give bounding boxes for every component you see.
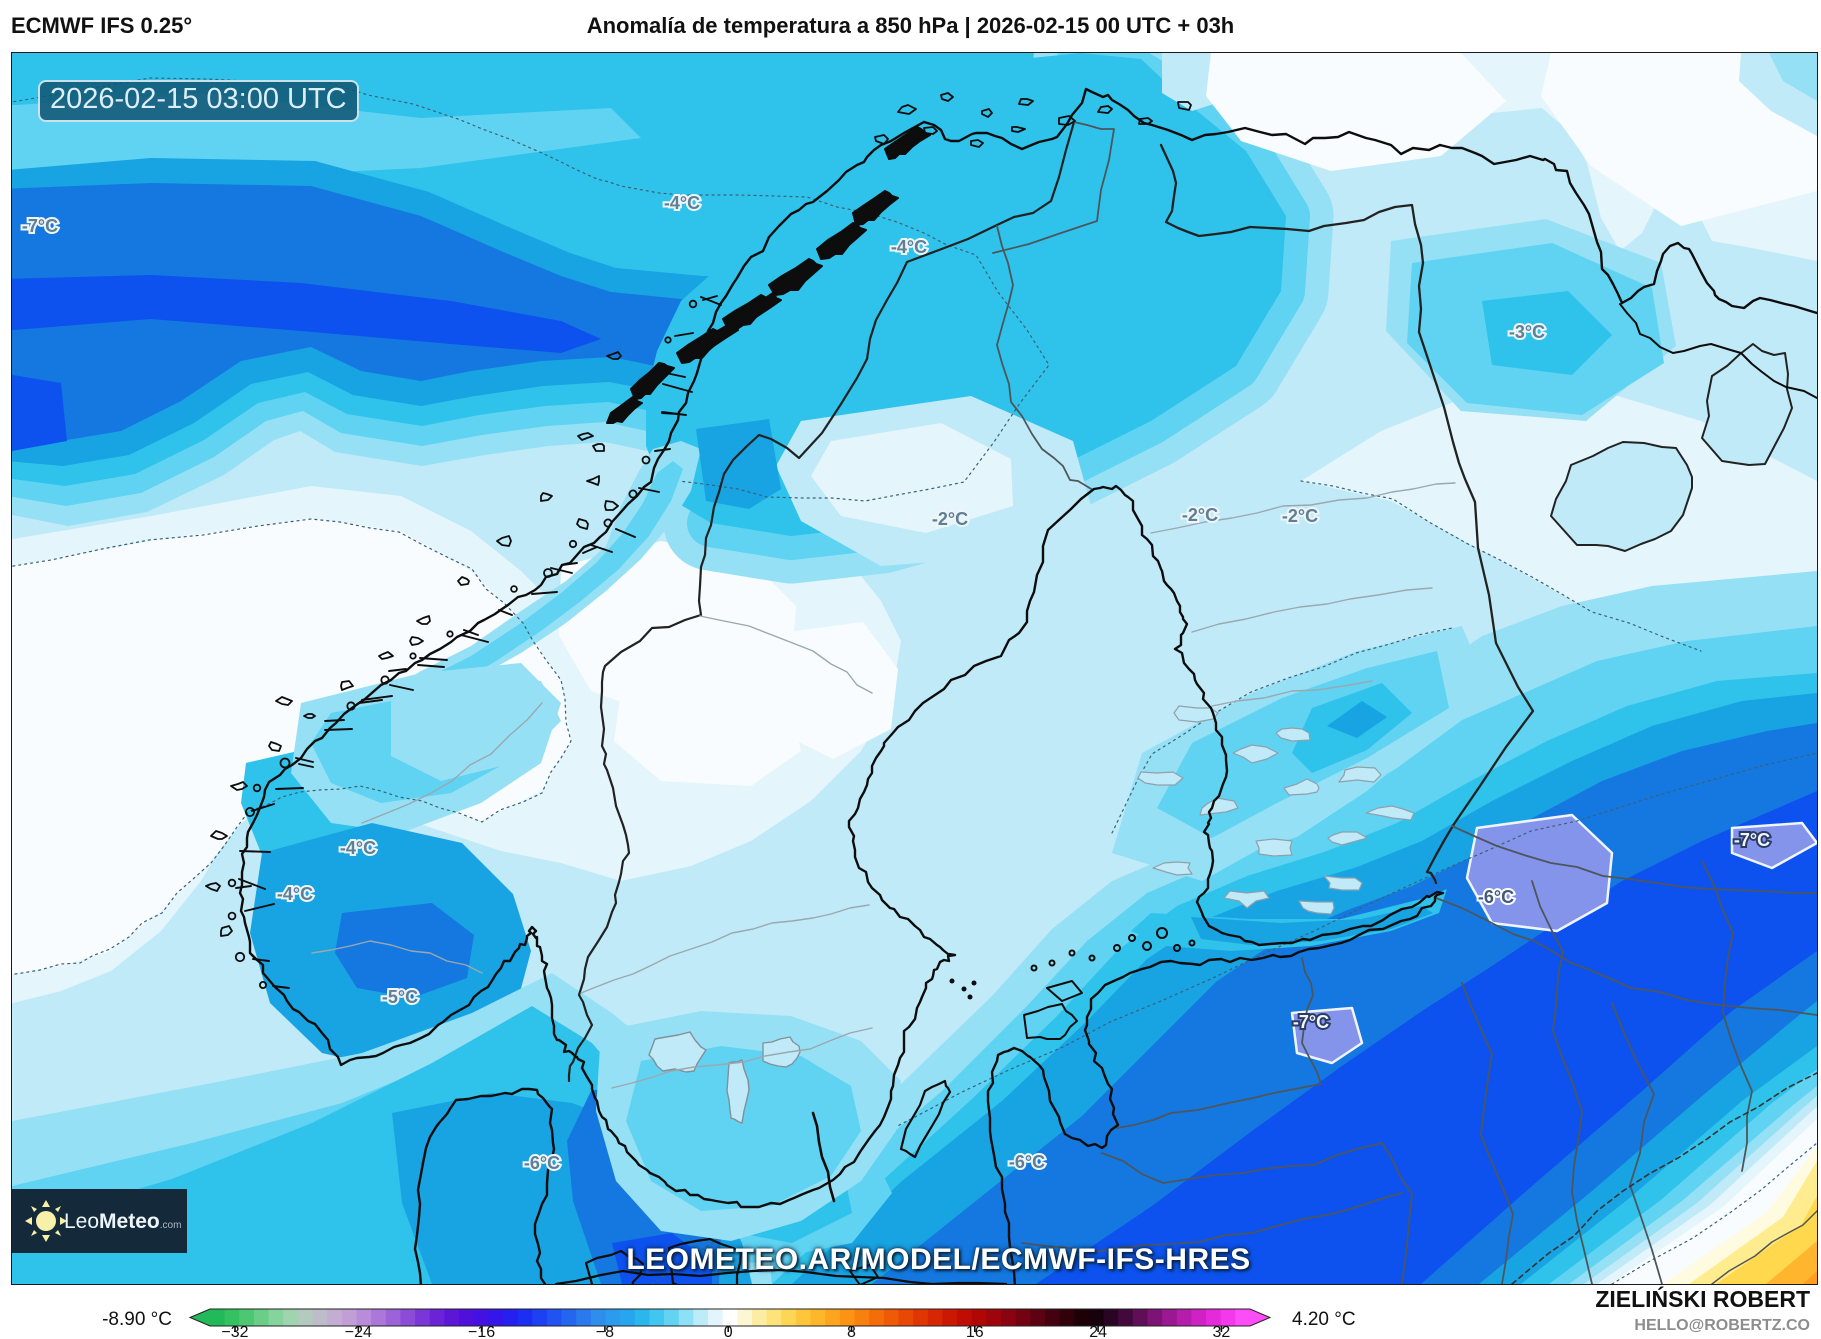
svg-text:LeoMeteo.com: LeoMeteo.com [64,1210,181,1233]
svg-text:ZIELIŃSKI ROBERT: ZIELIŃSKI ROBERT [1595,1285,1810,1312]
svg-text:−8: −8 [596,1324,614,1339]
svg-text:-6°C: -6°C [1009,1152,1045,1172]
svg-text:−32: −32 [221,1324,248,1339]
svg-text:0: 0 [724,1324,733,1339]
svg-text:32: 32 [1213,1324,1231,1339]
svg-text:-2°C: -2°C [932,509,968,529]
svg-text:-4°C: -4°C [340,838,376,858]
svg-text:16: 16 [966,1324,984,1339]
svg-text:-7°C: -7°C [22,216,58,236]
svg-text:-7°C: -7°C [1734,830,1770,850]
svg-text:-8.90 °C: -8.90 °C [102,1309,172,1330]
svg-text:-4°C: -4°C [891,237,927,257]
svg-text:-6°C: -6°C [1478,887,1514,907]
svg-text:-5°C: -5°C [382,987,418,1007]
svg-text:24: 24 [1089,1324,1107,1339]
svg-text:-6°C: -6°C [524,1153,560,1173]
svg-text:-2°C: -2°C [1282,506,1318,526]
svg-text:-4°C: -4°C [664,193,700,213]
svg-text:-7°C: -7°C [1293,1012,1329,1032]
svg-text:HELLO@ROBERTZ.CO: HELLO@ROBERTZ.CO [1634,1317,1810,1334]
svg-text:8: 8 [847,1324,856,1339]
svg-text:-3°C: -3°C [1509,322,1545,342]
svg-text:−24: −24 [345,1324,372,1339]
svg-text:4.20 °C: 4.20 °C [1292,1309,1356,1330]
svg-text:-4°C: -4°C [277,884,313,904]
svg-text:-2°C: -2°C [1182,505,1218,525]
svg-text:−16: −16 [468,1324,495,1339]
